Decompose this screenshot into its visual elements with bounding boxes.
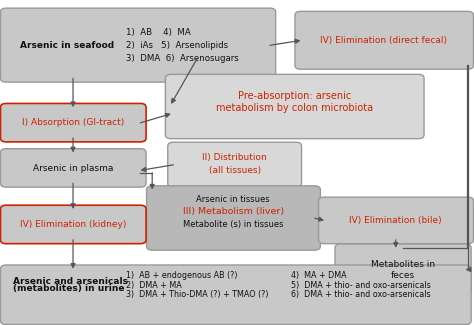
Text: Arsenic and arsenicals: Arsenic and arsenicals [13,277,128,286]
Text: 6)  DMA + thio- and oxo-arsenicals: 6) DMA + thio- and oxo-arsenicals [291,290,431,299]
FancyBboxPatch shape [0,149,146,187]
Text: 2)  DMA + MA: 2) DMA + MA [126,280,182,290]
FancyBboxPatch shape [0,103,146,142]
Text: Metabolite (s) in tissues: Metabolite (s) in tissues [183,220,283,229]
FancyBboxPatch shape [168,142,301,187]
FancyBboxPatch shape [335,244,471,295]
Text: IV) Elimination (kidney): IV) Elimination (kidney) [20,220,126,229]
Text: 1)  AB    4)  MA: 1) AB 4) MA [126,28,191,37]
Text: (all tissues): (all tissues) [209,166,261,175]
FancyBboxPatch shape [0,205,146,244]
Text: (metabolites) in urine: (metabolites) in urine [13,284,125,293]
Text: metabolism by colon microbiota: metabolism by colon microbiota [216,103,373,113]
Text: III) Metabolism (liver): III) Metabolism (liver) [182,207,284,216]
Text: 5)  DMA + thio- and oxo-arsenicals: 5) DMA + thio- and oxo-arsenicals [291,280,431,290]
Text: Metabolites in: Metabolites in [371,260,435,268]
Text: 1)  AB + endogenous AB (?): 1) AB + endogenous AB (?) [126,271,238,280]
Text: Arsenic in tissues: Arsenic in tissues [196,195,270,204]
FancyBboxPatch shape [0,265,471,324]
Text: 3)  DMA  6)  Arsenosugars: 3) DMA 6) Arsenosugars [126,54,239,63]
Text: IV) Elimination (direct fecal): IV) Elimination (direct fecal) [320,36,447,45]
Text: I) Absorption (GI-tract): I) Absorption (GI-tract) [22,118,124,127]
FancyBboxPatch shape [295,11,474,69]
Text: 2)  iAs   5)  Arsenolipids: 2) iAs 5) Arsenolipids [126,41,228,50]
FancyBboxPatch shape [165,74,424,139]
Text: IV) Elimination (bile): IV) Elimination (bile) [349,216,442,225]
Text: 4)  MA + DMA: 4) MA + DMA [291,271,347,280]
Text: 3)  DMA + Thio-DMA (?) + TMAO (?): 3) DMA + Thio-DMA (?) + TMAO (?) [126,290,269,299]
Text: Arsenic in plasma: Arsenic in plasma [33,163,113,173]
Text: II) Distribution: II) Distribution [202,153,267,162]
FancyBboxPatch shape [319,197,474,244]
Text: Pre-absorption: arsenic: Pre-absorption: arsenic [238,91,351,101]
FancyBboxPatch shape [146,186,320,250]
Text: Arsenic in seafood: Arsenic in seafood [20,41,114,50]
FancyBboxPatch shape [0,8,276,82]
Text: feces: feces [391,271,415,280]
